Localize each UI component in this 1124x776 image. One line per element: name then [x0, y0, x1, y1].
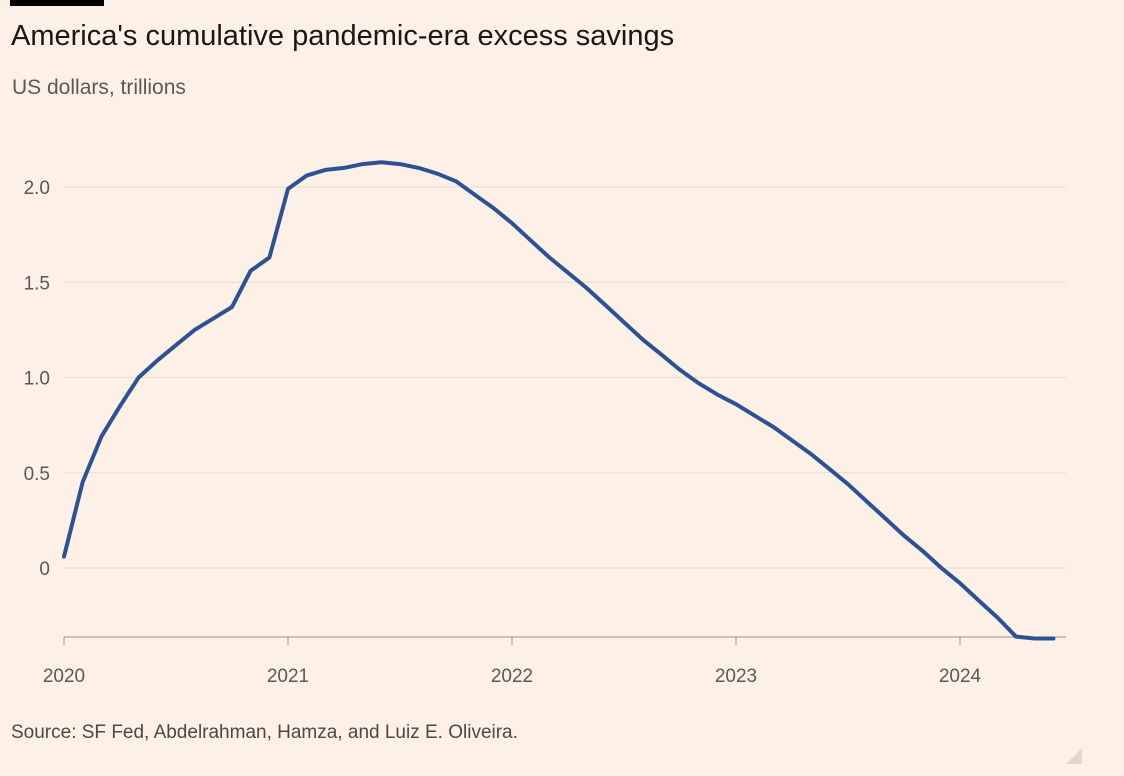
y-tick-label: 1.5 [24, 273, 50, 294]
chart-title: America's cumulative pandemic-era excess… [11, 20, 675, 52]
x-tick-label: 2022 [491, 666, 533, 687]
x-tick-label: 2021 [267, 666, 309, 687]
series-line [62, 160, 1056, 641]
y-tick-label: 0.5 [24, 464, 50, 485]
x-tick-label: 2024 [939, 666, 982, 687]
source-note: Source: SF Fed, Abdelrahman, Hamza, and … [11, 722, 518, 743]
y-tick-label: 0 [39, 559, 50, 580]
chart-subtitle: US dollars, trillions [12, 76, 186, 99]
y-tick-label: 1.0 [24, 369, 50, 390]
y-tick-label: 2.0 [24, 178, 50, 199]
resize-handle[interactable] [1066, 748, 1082, 764]
x-tick-label: 2023 [715, 666, 757, 687]
x-tick-label: 2020 [43, 666, 85, 687]
brand-bar [10, 0, 104, 6]
